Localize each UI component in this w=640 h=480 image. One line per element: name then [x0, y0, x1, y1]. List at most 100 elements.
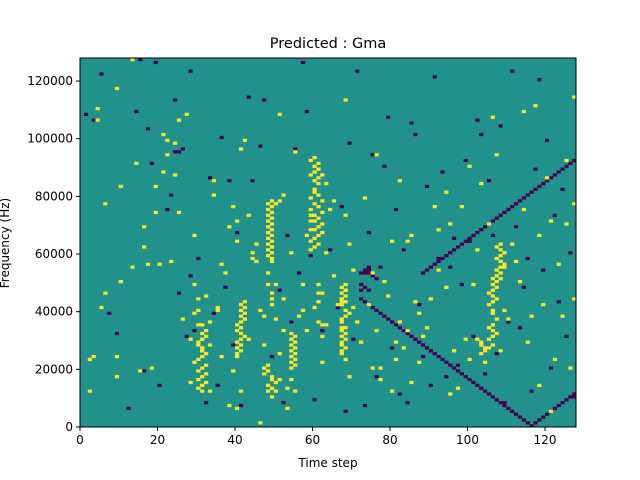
heatmap-cell-low — [424, 346, 430, 350]
heatmap-cell-high — [490, 282, 495, 287]
heatmap-cell-low — [258, 144, 263, 148]
heatmap-cell-high — [254, 242, 259, 246]
heatmap-cell-high — [362, 196, 368, 200]
heatmap-cell-high — [269, 239, 275, 243]
heatmap-cell-high — [184, 112, 189, 116]
heatmap-cell-low — [514, 225, 519, 229]
heatmap-cell-high — [200, 331, 205, 336]
heatmap-cell-high — [204, 372, 209, 376]
heatmap-cell-high — [339, 334, 344, 338]
heatmap-cell-high — [200, 349, 205, 353]
heatmap-cell-high — [87, 389, 92, 393]
heatmap-cell-high — [277, 377, 282, 382]
heatmap-cell-high — [235, 354, 240, 359]
heatmap-cell-high — [196, 297, 201, 301]
heatmap-cell-low — [502, 210, 507, 215]
heatmap-cell-high — [393, 340, 399, 344]
heatmap-cell-high — [149, 366, 154, 370]
heatmap-cell-high — [219, 262, 224, 266]
heatmap-cell-low — [355, 69, 360, 73]
heatmap-cell-low — [401, 248, 406, 252]
heatmap-cell-high — [486, 291, 492, 295]
heatmap-cell-high — [219, 354, 224, 359]
heatmap-cell-high — [366, 303, 371, 307]
heatmap-cell-high — [320, 360, 325, 364]
heatmap-cell-high — [483, 360, 488, 364]
heatmap-cell-low — [448, 251, 453, 255]
heatmap-cell-high — [339, 297, 344, 301]
heatmap-cell-low — [506, 320, 511, 324]
heatmap-cell-low — [494, 216, 499, 220]
heatmap-cell-low — [471, 233, 476, 238]
heatmap-cell-low — [521, 196, 526, 200]
heatmap-cell-high — [161, 170, 166, 174]
y-tick-label: 0 — [65, 420, 73, 434]
heatmap-cell-high — [308, 173, 313, 177]
heatmap-cell-high — [238, 331, 244, 336]
heatmap-cell-high — [285, 386, 290, 390]
heatmap-cell-high — [103, 291, 108, 295]
heatmap-cell-low — [114, 331, 120, 336]
heatmap-cell-high — [269, 233, 275, 238]
heatmap-cell-low — [107, 311, 112, 315]
heatmap-cell-high — [269, 245, 275, 249]
heatmap-cell-low — [548, 176, 554, 180]
heatmap-cell-high — [196, 386, 201, 390]
heatmap-cell-low — [231, 343, 236, 347]
heatmap-cell-low — [541, 268, 546, 272]
chart-title: Predicted : Gma — [270, 36, 386, 52]
heatmap-cell-low — [572, 392, 577, 396]
heatmap-cell-high — [339, 303, 344, 307]
heatmap-cell-low — [142, 369, 147, 373]
heatmap-cell-high — [238, 326, 244, 330]
heatmap-cell-low — [328, 248, 333, 252]
heatmap-cell-high — [324, 181, 329, 186]
heatmap-cell-low — [545, 179, 550, 183]
heatmap-cell-low — [506, 406, 511, 411]
heatmap-cell-high — [238, 320, 244, 324]
heatmap-cell-high — [273, 282, 278, 287]
heatmap-cell-high — [521, 207, 526, 212]
heatmap-cell-high — [320, 199, 325, 203]
heatmap-cell-high — [273, 202, 278, 206]
heatmap-cell-high — [103, 202, 108, 206]
heatmap-cell-high — [95, 107, 100, 111]
heatmap-cell-high — [269, 375, 275, 379]
heatmap-cell-low — [455, 369, 461, 373]
heatmap-cell-low — [173, 150, 178, 154]
heatmap-cell-low — [320, 328, 325, 333]
heatmap-cell-low — [83, 112, 89, 116]
heatmap-cell-high — [266, 383, 271, 387]
heatmap-cell-high — [235, 352, 240, 356]
heatmap-cell-high — [490, 277, 495, 281]
heatmap-cell-high — [312, 228, 317, 232]
heatmap-cell-high — [293, 334, 298, 338]
heatmap-cell-high — [204, 294, 209, 298]
heatmap-cell-high — [502, 308, 507, 313]
heatmap-cell-high — [242, 300, 247, 304]
heatmap-cell-high — [304, 328, 309, 333]
heatmap-cell-high — [262, 372, 267, 376]
heatmap-cell-high — [331, 274, 337, 278]
heatmap-cell-low — [374, 308, 379, 313]
heatmap-cell-high — [498, 248, 503, 252]
heatmap-cell-high — [390, 389, 395, 393]
heatmap-cell-high — [231, 369, 236, 373]
heatmap-cell-high — [200, 346, 205, 350]
heatmap-cell-low — [436, 259, 441, 264]
heatmap-cell-low — [405, 401, 410, 405]
heatmap-cell-high — [266, 363, 271, 367]
heatmap-cell-low — [490, 233, 495, 238]
heatmap-cell-low — [483, 225, 488, 229]
heatmap-cell-low — [393, 207, 399, 212]
heatmap-cell-high — [370, 271, 375, 275]
heatmap-cell-high — [235, 328, 240, 333]
heatmap-cell-low — [560, 401, 565, 405]
heatmap-cell-high — [343, 326, 348, 330]
plot-frame — [79, 57, 577, 428]
heatmap-cell-low — [448, 363, 453, 367]
heatmap-cell-low — [386, 115, 391, 119]
heatmap-cell-low — [165, 207, 170, 212]
heatmap-cell-high — [312, 164, 317, 168]
heatmap-cell-high — [304, 233, 309, 238]
